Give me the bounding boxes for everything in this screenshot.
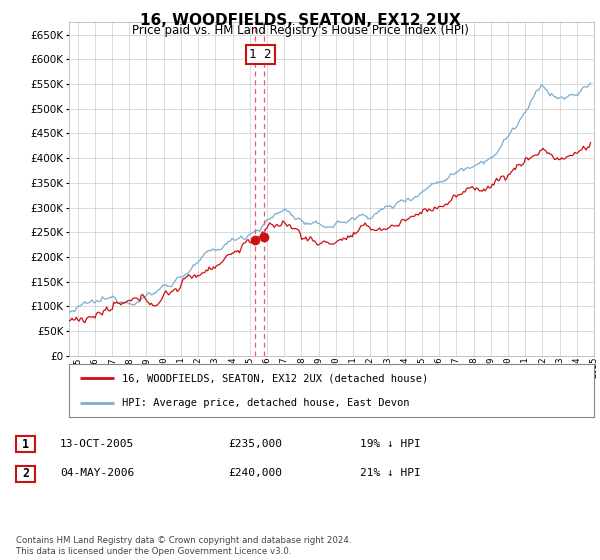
Text: 13-OCT-2005: 13-OCT-2005 <box>60 438 134 449</box>
Text: £240,000: £240,000 <box>228 468 282 478</box>
Text: £235,000: £235,000 <box>228 438 282 449</box>
Text: Contains HM Land Registry data © Crown copyright and database right 2024.
This d: Contains HM Land Registry data © Crown c… <box>16 536 352 556</box>
Text: 04-MAY-2006: 04-MAY-2006 <box>60 468 134 478</box>
Text: 19% ↓ HPI: 19% ↓ HPI <box>360 438 421 449</box>
Text: 16, WOODFIELDS, SEATON, EX12 2UX: 16, WOODFIELDS, SEATON, EX12 2UX <box>140 13 460 28</box>
Text: 2: 2 <box>22 467 29 480</box>
Text: Price paid vs. HM Land Registry's House Price Index (HPI): Price paid vs. HM Land Registry's House … <box>131 24 469 37</box>
Text: 16, WOODFIELDS, SEATON, EX12 2UX (detached house): 16, WOODFIELDS, SEATON, EX12 2UX (detach… <box>121 374 428 384</box>
Text: 1 2: 1 2 <box>249 48 272 61</box>
Text: 21% ↓ HPI: 21% ↓ HPI <box>360 468 421 478</box>
Text: 1: 1 <box>22 437 29 451</box>
Text: HPI: Average price, detached house, East Devon: HPI: Average price, detached house, East… <box>121 398 409 408</box>
